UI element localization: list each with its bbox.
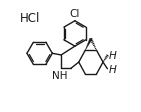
Text: H: H — [108, 51, 116, 60]
Text: NH: NH — [52, 70, 67, 80]
Polygon shape — [85, 39, 92, 51]
Text: H: H — [108, 64, 116, 74]
Text: HCl: HCl — [20, 12, 40, 25]
Text: Cl: Cl — [70, 9, 80, 19]
